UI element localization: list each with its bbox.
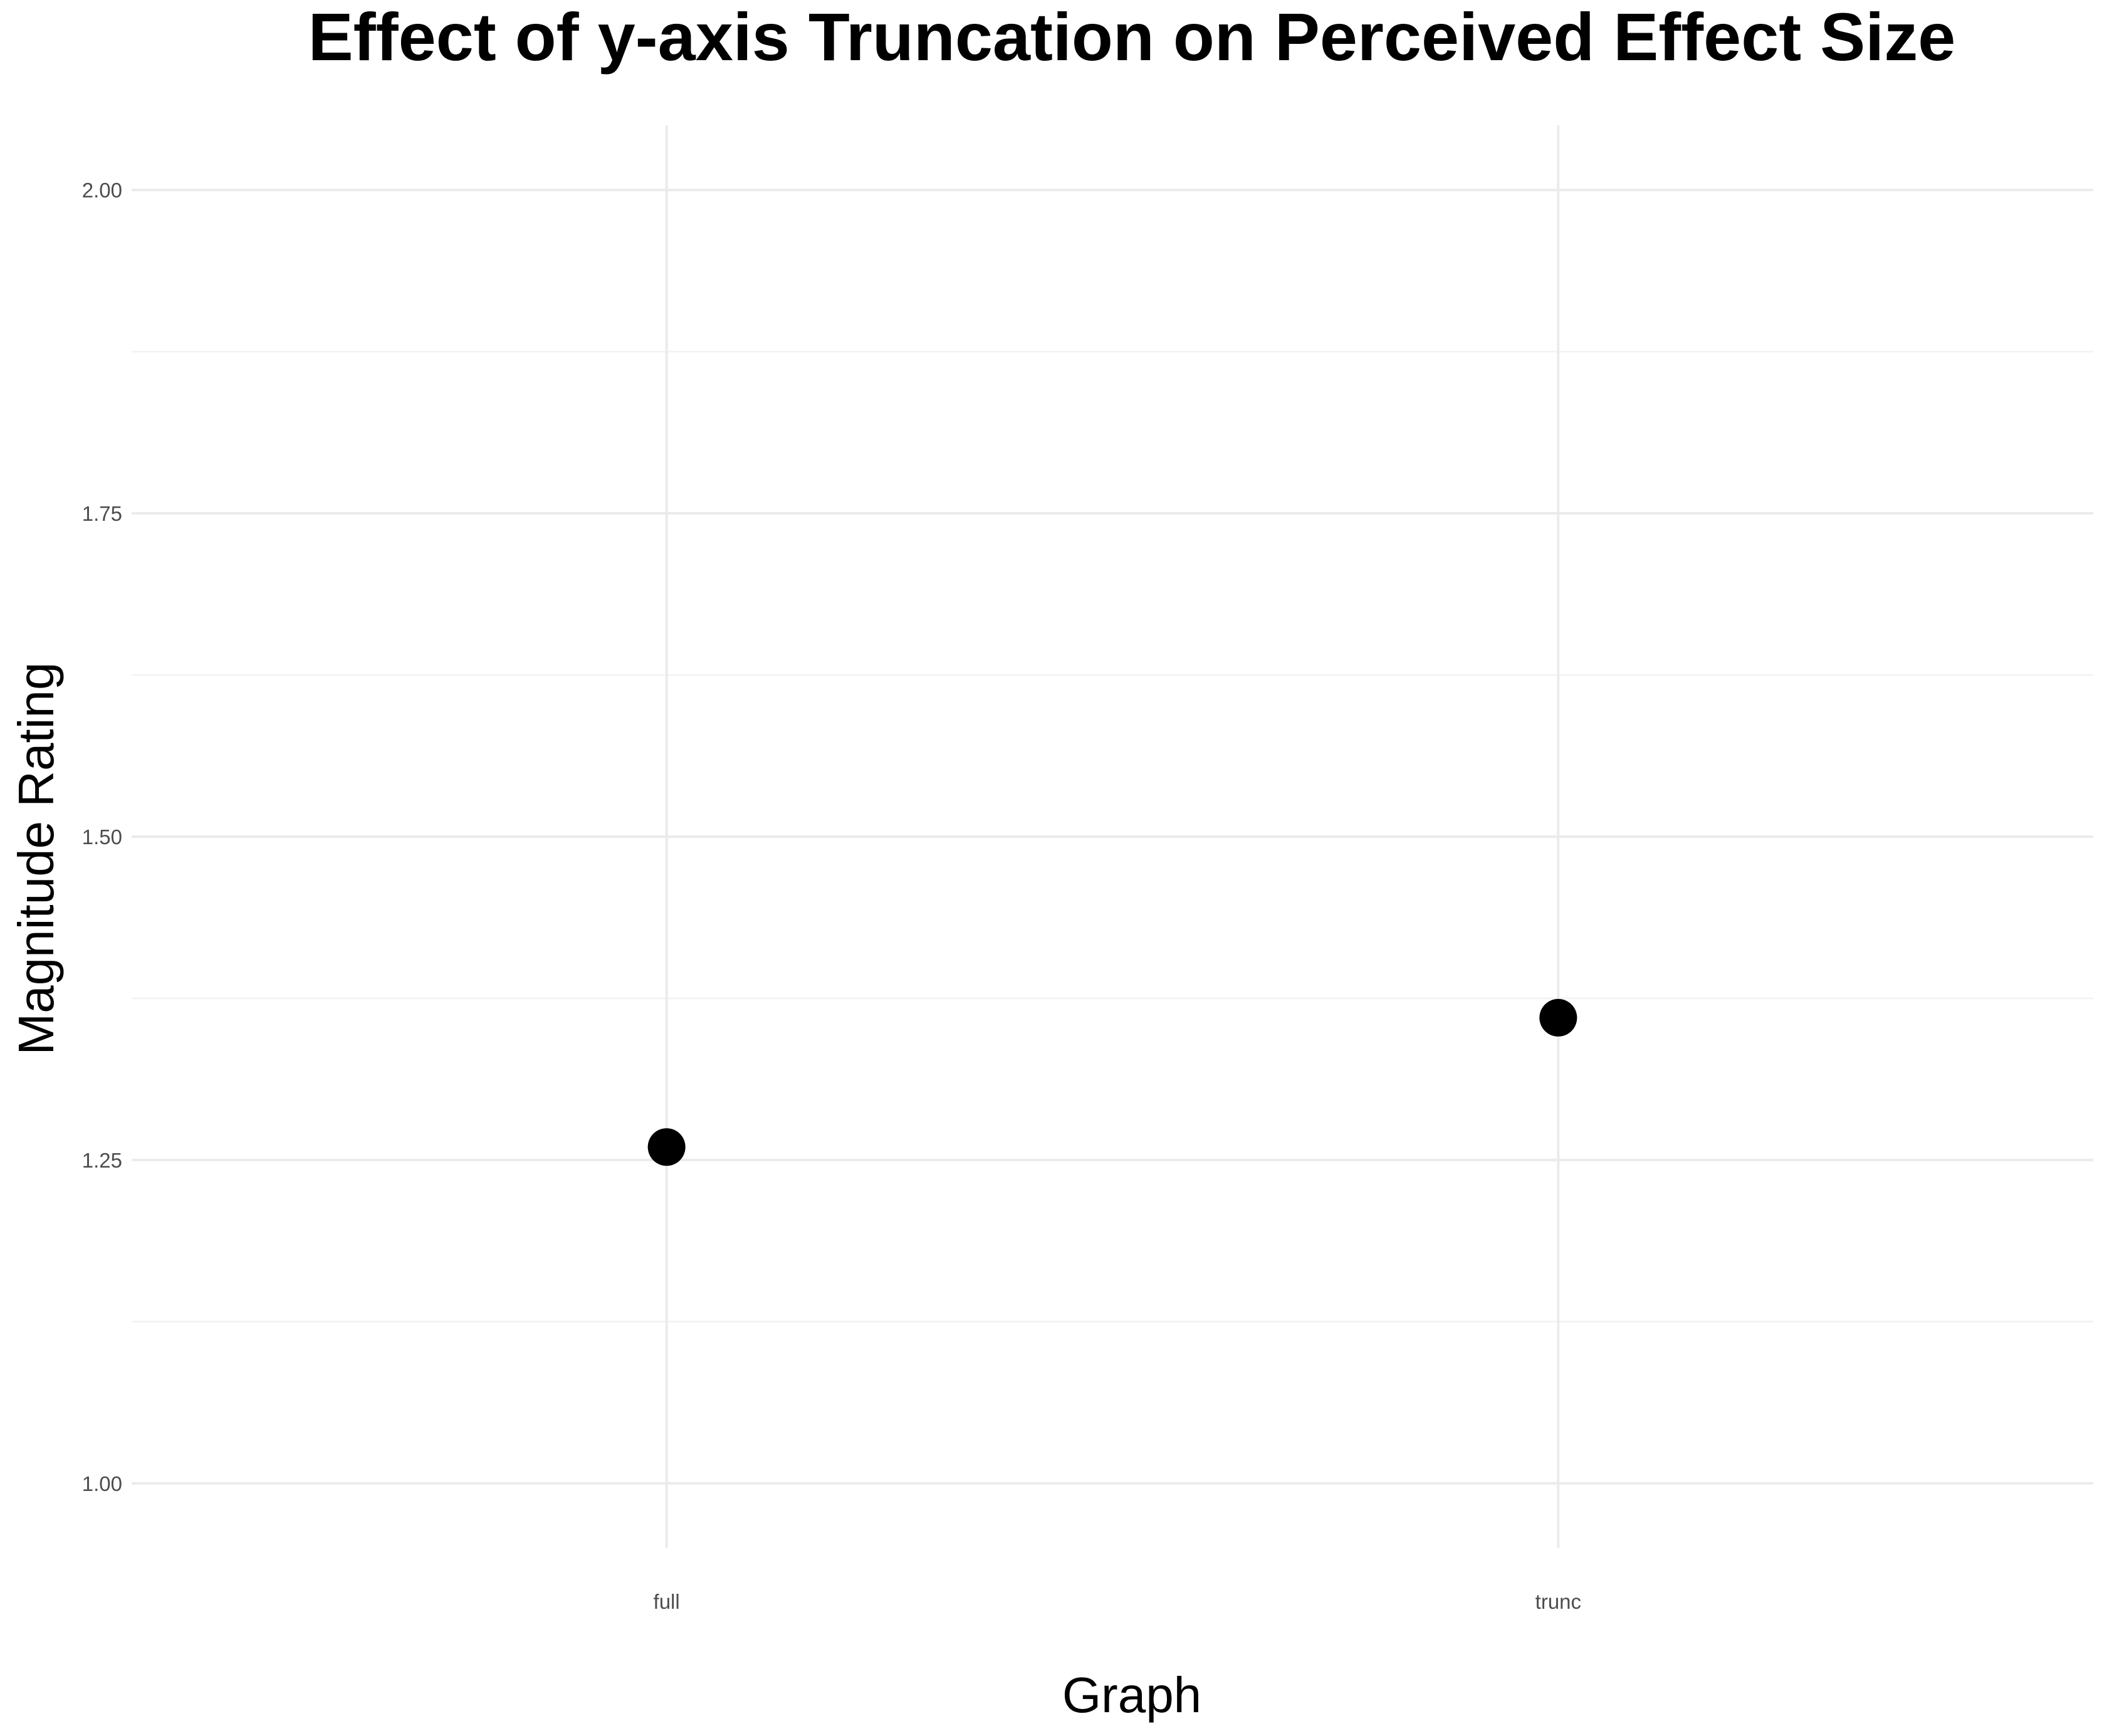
x-tick-labels: full trunc [654,1590,1582,1613]
y-tick-label: 1.50 [82,825,122,849]
data-point-trunc [1539,998,1577,1037]
chart-title: Effect of y-axis Truncation on Perceived… [308,0,1956,75]
y-tick-label: 1.75 [82,502,122,525]
grid-lines [132,125,2093,1548]
y-tick-labels: 1.00 1.25 1.50 1.75 2.00 [82,179,122,1495]
x-axis-title: Graph [1062,1667,1201,1723]
y-tick-label: 1.00 [82,1472,122,1495]
y-tick-label: 1.25 [82,1149,122,1172]
y-axis-title: Magnitude Rating [8,662,64,1055]
data-point-full [647,1128,686,1166]
data-points [647,998,1577,1166]
x-tick-label: full [654,1590,680,1613]
y-tick-label: 2.00 [82,179,122,202]
x-tick-label: trunc [1535,1590,1581,1613]
